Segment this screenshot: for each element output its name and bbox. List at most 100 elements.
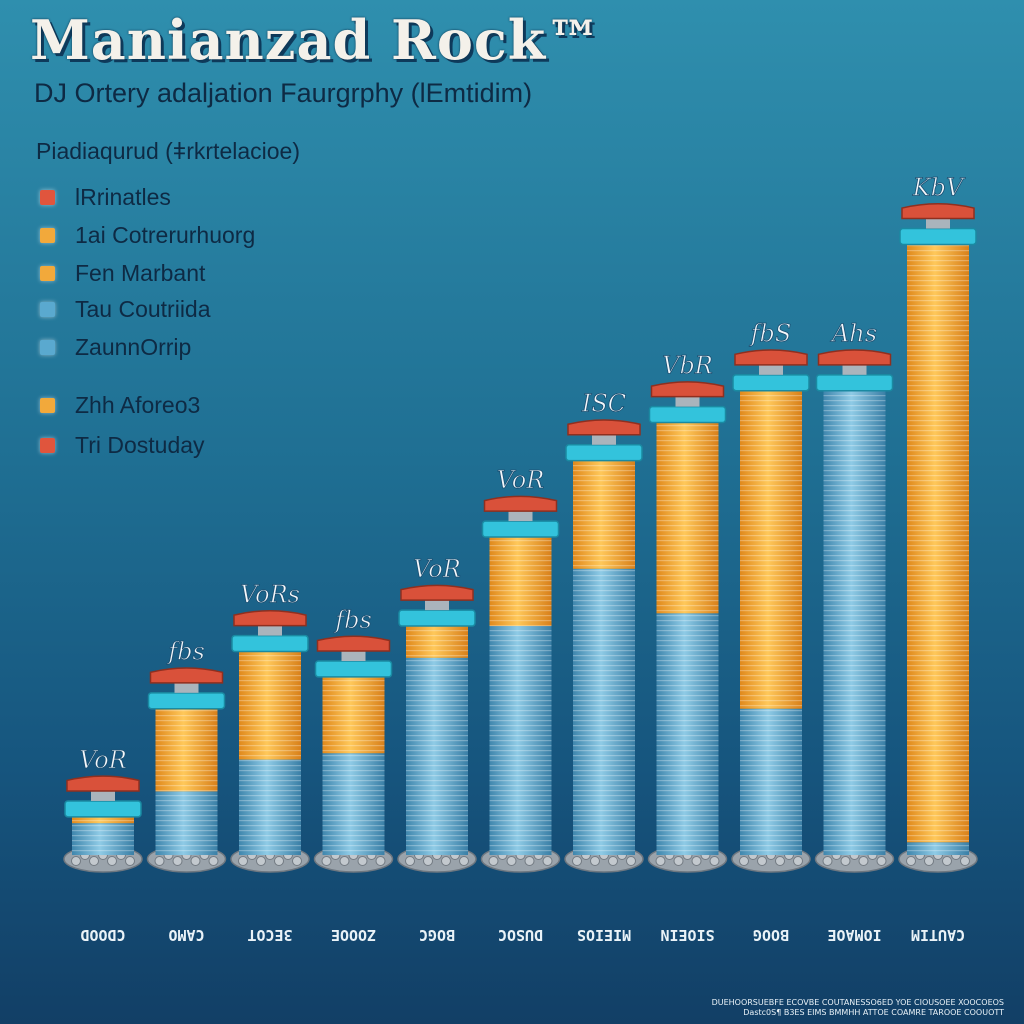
footer-line: Dastc0S¶ B3ES EIMS BMMHH ATTOE COAMRE TA… (743, 1008, 1004, 1017)
bar-segment-cyan (732, 374, 810, 392)
bar-segment-orange-texture (907, 244, 969, 843)
rock-pebble (357, 856, 368, 866)
legend-label: ZaunnOrrip (75, 333, 192, 360)
footer-note: DUEHOORSUEBFE ECOVBE COUTANESSO6ED YOE C… (704, 998, 1004, 1018)
legend-title: Piadiaqurud (ǂrkrtelacioe) (36, 138, 300, 164)
cap-label: fbs (333, 606, 372, 634)
legend-item: Tri Dostuday (40, 430, 205, 460)
rock-pebble (673, 856, 684, 866)
cap-neck (258, 625, 282, 636)
bars-group: VoR fbs VoRs fbs VoR VoR ISC VbR fbS Ahs KbV (63, 173, 978, 873)
cap-label: Ahs (830, 320, 877, 348)
cap-neck (91, 790, 115, 801)
rock-pebble (375, 856, 386, 866)
bar-segment-red (901, 203, 975, 220)
cap-label: VoR (79, 746, 127, 774)
rock-pebble (655, 856, 666, 866)
bar-column: VoR (397, 555, 477, 873)
bar-column: VoRs (230, 580, 310, 873)
bar-segment-red (66, 775, 140, 792)
rock-pebble (906, 856, 916, 866)
rock-pebble (125, 856, 135, 866)
cap-neck (341, 651, 366, 662)
legend-item: ZaunnOrrip (40, 332, 191, 362)
rock-pebble (190, 856, 201, 866)
rock-pebble (542, 856, 553, 866)
legend-label: lRrinatles (75, 183, 171, 210)
bar-segment-orange-texture (322, 676, 385, 754)
bar-segment-cyan (64, 800, 142, 818)
bar-segment-blue-texture (907, 842, 969, 855)
legend-swatch (40, 265, 55, 281)
rock-pebble (840, 856, 851, 866)
rock-pebble (154, 856, 165, 866)
bar-column: Ahs (814, 319, 895, 873)
cap-label: VoR (413, 555, 461, 583)
x-tick-label: DUSOC (498, 926, 543, 944)
rock-pebble (524, 856, 535, 866)
bar-segment-cyan (815, 374, 894, 392)
rock-pebble (572, 856, 582, 866)
cap-label: VoRs (240, 581, 300, 609)
x-tick-label: CAMO (168, 926, 204, 944)
bar-segment-orange-texture (406, 626, 468, 658)
cap-neck (174, 682, 199, 693)
cap-neck (425, 600, 449, 611)
legend-swatch (40, 437, 55, 453)
chart-subtitle: DJ Ortery adaljation Faurgrphy (lEmtidim… (34, 78, 533, 108)
footer-line: DUEHOORSUEBFE ECOVBE COUTANESSO6ED YOE C… (711, 998, 1004, 1007)
rock-pebble (590, 856, 600, 866)
cap-label: ISC (581, 390, 626, 418)
bar-column: ISC (564, 389, 644, 873)
legend-label: Tri Dostuday (75, 431, 205, 458)
rock-pebble (822, 856, 833, 866)
rock-pebble (71, 856, 81, 866)
x-tick-label: CAUTIM (911, 926, 965, 944)
bar-segment-orange-texture (72, 816, 134, 824)
rock-pebble (960, 856, 970, 866)
cap-label: KbV (912, 173, 966, 201)
x-tick-label: CDOOD (80, 926, 125, 944)
legend-item: Tau Coutriida (40, 294, 211, 324)
rock-pebble (238, 856, 248, 866)
rock-pebble (89, 856, 99, 866)
legend-swatch (40, 301, 55, 317)
rock-pebble (757, 856, 767, 866)
cap-label: VbR (662, 352, 713, 380)
cap-label: fbs (166, 638, 205, 666)
rock-pebble (709, 856, 720, 866)
rock-pebble (924, 856, 934, 866)
rock-pebble (339, 856, 350, 866)
rock-pebble (208, 856, 219, 866)
bar-segment-cyan (231, 634, 309, 653)
legend-swatch (40, 397, 55, 413)
legend-label: 1ai Cotrerurhuorg (75, 221, 256, 248)
legend-item: Fen Marbant (40, 258, 205, 288)
bar-segment-red (149, 667, 224, 684)
bar-segment-blue-texture (656, 613, 719, 855)
rock-pebble (423, 856, 433, 866)
bar-column: VoR (480, 466, 561, 873)
x-tick-label: IOMAOE (827, 926, 881, 944)
cap-neck (759, 364, 783, 375)
bar-column: fbs (313, 606, 394, 873)
bar-column: KbV (898, 173, 978, 873)
bar-segment-cyan (648, 405, 727, 424)
rock-pebble (942, 856, 952, 866)
cap-neck (675, 396, 700, 407)
x-tick-label: MIEIOS (577, 926, 631, 944)
bar-segment-cyan (899, 227, 977, 246)
bar-segment-blue-texture (155, 791, 218, 855)
bar-segment-red (734, 349, 808, 366)
legend-label: Tau Coutriida (75, 295, 211, 322)
bar-segment-blue-texture (72, 823, 134, 855)
rock-pebble (107, 856, 117, 866)
bar-segment-blue-texture (489, 626, 552, 855)
cap-label: VoR (497, 466, 545, 494)
rock-pebble (441, 856, 451, 866)
bar-segment-red (567, 419, 641, 436)
rock-pebble (775, 856, 785, 866)
rock-pebble (858, 856, 869, 866)
legend-item: Zhh Aforeo3 (40, 390, 200, 420)
rock-pebble (691, 856, 702, 866)
